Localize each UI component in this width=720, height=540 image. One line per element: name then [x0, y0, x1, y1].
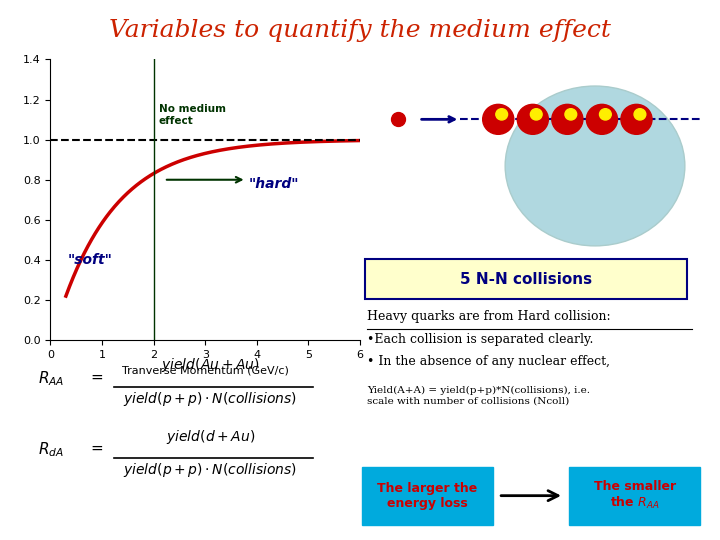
- Text: The smaller
the $R_{AA}$: The smaller the $R_{AA}$: [594, 480, 676, 511]
- Circle shape: [586, 104, 618, 134]
- Text: • In the absence of any nuclear effect,: • In the absence of any nuclear effect,: [367, 355, 610, 368]
- Circle shape: [600, 109, 611, 120]
- Circle shape: [552, 104, 583, 134]
- Text: No medium
effect: No medium effect: [159, 104, 226, 126]
- Circle shape: [621, 104, 652, 134]
- Circle shape: [634, 109, 646, 120]
- Text: Heavy quarks are from Hard collision:: Heavy quarks are from Hard collision:: [367, 309, 611, 322]
- Circle shape: [565, 109, 577, 120]
- Text: "hard": "hard": [249, 177, 300, 191]
- Circle shape: [531, 109, 542, 120]
- Text: Variables to quantify the medium effect: Variables to quantify the medium effect: [109, 19, 611, 42]
- X-axis label: Tranverse Momentum (GeV/c): Tranverse Momentum (GeV/c): [122, 366, 289, 375]
- Text: •Each collision is separated clearly.: •Each collision is separated clearly.: [367, 333, 593, 346]
- FancyBboxPatch shape: [569, 467, 701, 525]
- Text: $yield(p + p) \cdot N(collisions)$: $yield(p + p) \cdot N(collisions)$: [123, 390, 297, 408]
- Text: $R_{dA}$: $R_{dA}$: [38, 440, 64, 459]
- Text: "soft": "soft": [68, 253, 112, 267]
- Text: $yield(Au + Au)$: $yield(Au + Au)$: [161, 356, 260, 374]
- Text: $=$: $=$: [88, 369, 104, 384]
- Text: 5 N-N collisions: 5 N-N collisions: [460, 272, 592, 287]
- FancyBboxPatch shape: [361, 467, 493, 525]
- Text: $yield(p + p) \cdot N(collisions)$: $yield(p + p) \cdot N(collisions)$: [123, 462, 297, 480]
- FancyBboxPatch shape: [365, 259, 687, 299]
- Ellipse shape: [505, 86, 685, 246]
- Circle shape: [517, 104, 549, 134]
- Text: Yield(A+A) = yield(p+p)*N(collisions), i.e.
scale with number of collisions (Nco: Yield(A+A) = yield(p+p)*N(collisions), i…: [367, 386, 590, 406]
- Text: $R_{AA}$: $R_{AA}$: [38, 369, 65, 388]
- Text: $=$: $=$: [88, 440, 104, 455]
- Text: $yield(d + Au)$: $yield(d + Au)$: [166, 428, 255, 445]
- Circle shape: [482, 104, 514, 134]
- Text: The larger the
energy loss: The larger the energy loss: [377, 482, 477, 510]
- Circle shape: [496, 109, 508, 120]
